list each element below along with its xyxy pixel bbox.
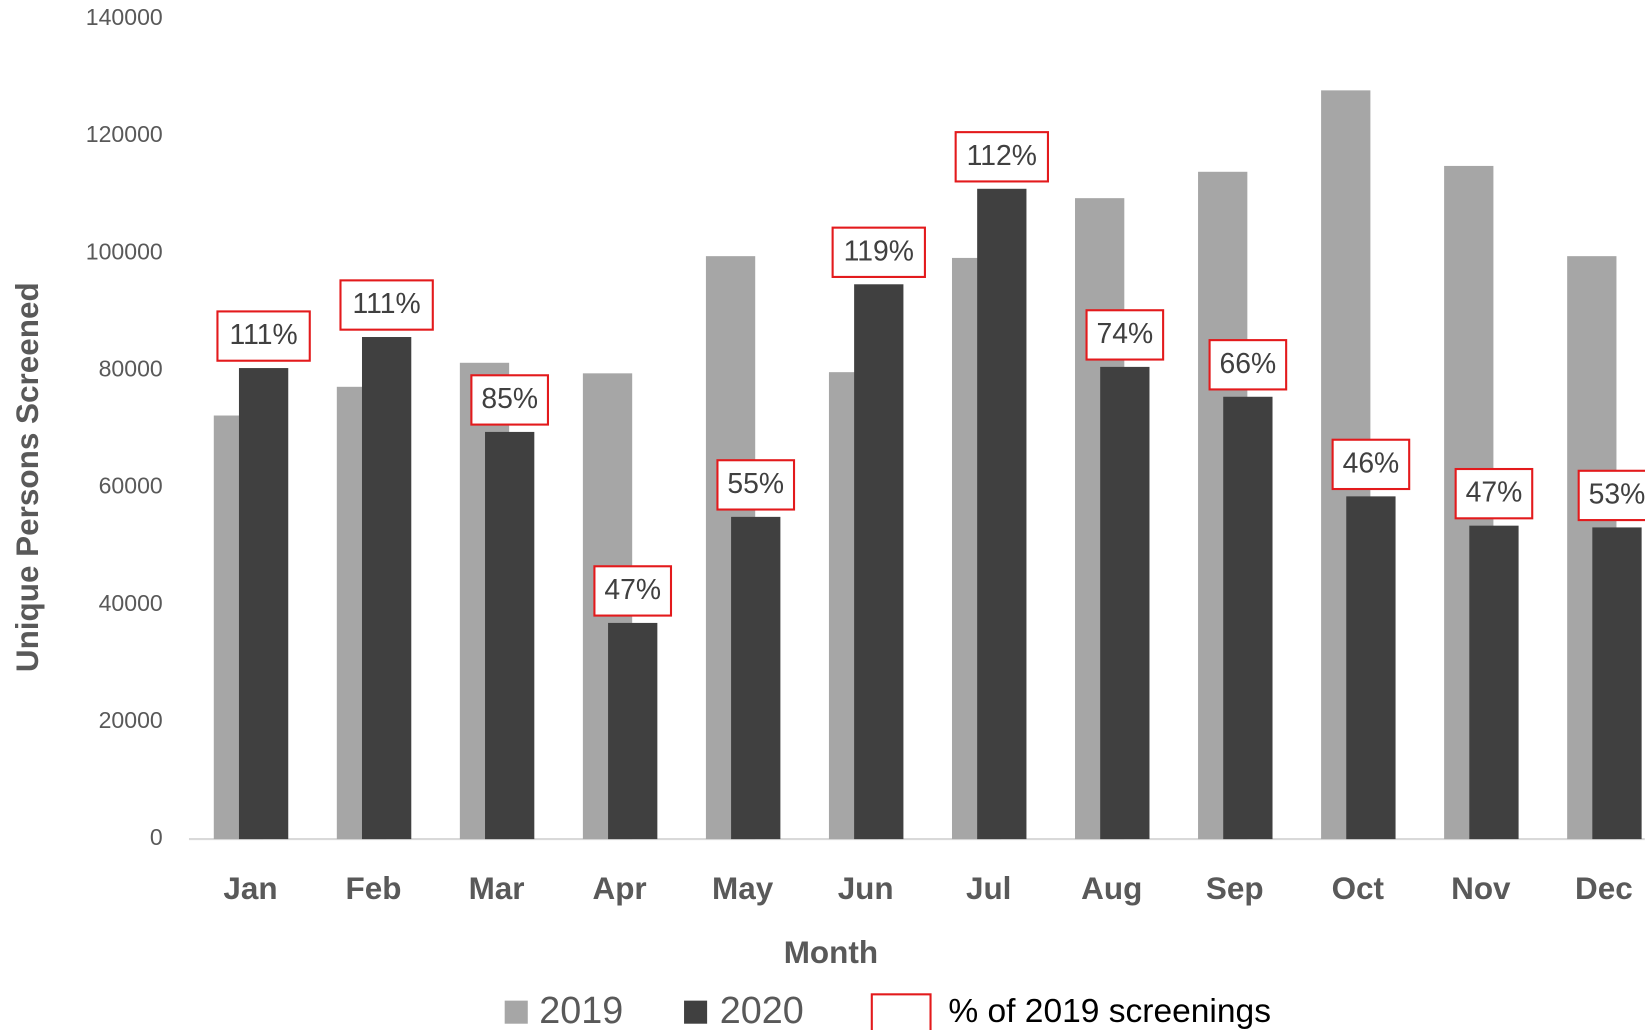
bar <box>361 337 412 840</box>
x-tick-label: Apr <box>593 871 647 906</box>
percent-label: 53% <box>1589 477 1645 509</box>
percent-label: 74% <box>1097 317 1154 349</box>
percent-label-box <box>216 310 311 362</box>
bar <box>1346 496 1396 840</box>
y-tick-label: 120000 <box>86 121 163 147</box>
y-tick-label: 0 <box>150 824 163 850</box>
percent-label: 111% <box>230 318 298 350</box>
legend-swatch <box>870 993 932 1030</box>
bar <box>1223 396 1273 840</box>
percent-label: 111% <box>353 287 421 319</box>
percent-label: 112% <box>967 139 1037 171</box>
y-tick-label: 60000 <box>99 473 163 499</box>
bar <box>1100 366 1150 840</box>
bar <box>1592 527 1642 840</box>
x-tick-label: May <box>712 871 774 906</box>
percent-label: 47% <box>1466 476 1523 508</box>
bar <box>608 622 658 840</box>
percent-label-box <box>954 131 1050 183</box>
percent-label-box <box>339 279 434 331</box>
legend-swatch <box>684 1000 708 1024</box>
legend-label: 2020 <box>720 989 804 1030</box>
y-tick-label: 140000 <box>86 4 163 30</box>
x-tick-label: Dec <box>1575 871 1633 906</box>
percent-label-box <box>593 565 673 617</box>
percent-label-box <box>1085 309 1165 361</box>
x-tick-label: Mar <box>469 871 525 906</box>
x-tick-label: Jan <box>223 871 277 906</box>
x-tick-label: Sep <box>1206 871 1264 906</box>
bar <box>1469 525 1519 840</box>
y-tick-label: 40000 <box>99 590 163 616</box>
percent-label: 46% <box>1343 446 1400 478</box>
percent-label: 119% <box>844 234 914 266</box>
percent-label: 47% <box>604 573 661 605</box>
percent-label-box <box>1454 467 1534 520</box>
percent-label-box <box>1577 469 1645 522</box>
y-axis-title: Unique Persons Screened <box>10 282 45 672</box>
y-tick-label: 20000 <box>99 707 163 733</box>
x-axis-title: Month <box>784 935 878 970</box>
legend-swatch <box>504 1000 528 1024</box>
x-tick-label: Jul <box>966 871 1011 906</box>
y-tick-label: 100000 <box>86 238 163 264</box>
bar <box>977 188 1027 840</box>
bar <box>854 284 904 840</box>
percent-label-box <box>1331 438 1411 491</box>
bar <box>485 431 535 840</box>
x-tick-label: Nov <box>1451 871 1511 906</box>
percent-label: 55% <box>727 467 784 499</box>
percent-label-box <box>1208 339 1288 391</box>
bar <box>238 368 289 840</box>
bar <box>731 516 781 840</box>
legend-label: 2019 <box>539 989 623 1030</box>
percent-label-box <box>470 374 550 426</box>
x-tick-label: Feb <box>346 871 402 906</box>
percent-label-box <box>716 459 796 511</box>
percent-label: 85% <box>481 382 538 414</box>
x-tick-label: Jun <box>838 871 894 906</box>
percent-label-box <box>831 226 926 278</box>
percent-label: 66% <box>1220 347 1277 379</box>
x-tick-label: Oct <box>1332 871 1385 906</box>
x-tick-label: Aug <box>1081 871 1142 906</box>
y-tick-label: 80000 <box>99 355 163 381</box>
legend-label: % of 2019 screenings <box>948 993 1271 1030</box>
